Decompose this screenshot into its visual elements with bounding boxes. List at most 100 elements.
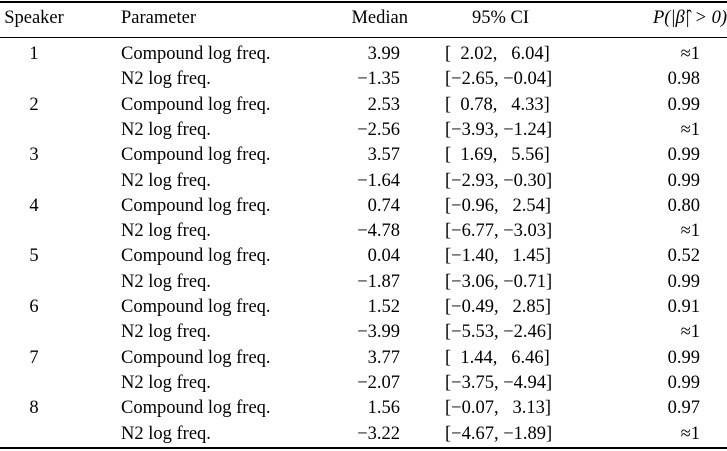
probability-cell: 0.99 (667, 145, 700, 166)
probability-cell: 0.80 (667, 195, 700, 216)
speaker-cell (0, 118, 68, 143)
median-cell: 1.56 (367, 398, 400, 419)
speaker-cell (0, 169, 68, 194)
parameter-cell: N2 log freq. (121, 69, 211, 90)
table-row: N2 log freq. −1.35 [−2.65, −0.04] 0.98 (0, 67, 727, 92)
top-rule (0, 1, 727, 3)
ci-cell: [−1.40, 1.45] (445, 246, 552, 267)
median-cell: −4.78 (357, 221, 400, 242)
speaker-cell: 2 (29, 94, 39, 115)
speaker-cell (0, 219, 68, 244)
parameter-cell: Compound log freq. (121, 44, 271, 64)
probability-cell: 0.99 (667, 271, 700, 292)
table-row: 3 Compound log freq. 3.57 [ 1.69, 5.56] 0.99 (0, 143, 727, 168)
median-cell: 0.74 (367, 195, 400, 216)
header-parameter: Parameter (121, 8, 196, 28)
probability-cell: ≈1 (680, 423, 700, 444)
median-cell: 0.04 (367, 246, 400, 267)
ci-cell: [ 2.02, 6.04] (445, 44, 550, 64)
table-row: N2 log freq. −1.87 [−3.06, −0.71] 0.99 (0, 270, 727, 295)
speaker-cell (0, 371, 68, 396)
table-row: N2 log freq. −3.22 [−4.67, −1.89] ≈1 (0, 422, 727, 447)
probability-cell: 0.99 (667, 347, 700, 368)
table-row: 5 Compound log freq. 0.04 [−1.40, 1.45] 0.52 (0, 244, 727, 269)
ci-cell: [−3.06, −0.71] (445, 271, 553, 292)
ci-cell: [ 1.44, 6.46] (445, 347, 550, 368)
ci-cell: [−0.96, 2.54] (445, 195, 552, 216)
header-ci: 95% CI (472, 8, 530, 28)
ci-cell: [−0.07, 3.13] (445, 398, 552, 419)
ci-cell: [−3.93, −1.24] (445, 119, 553, 140)
ci-cell: [−0.49, 2.85] (445, 297, 552, 317)
header-row: Speaker Parameter Median 95% CI P(|β̂| >… (0, 6, 727, 31)
median-cell: 3.99 (367, 44, 400, 64)
parameter-cell: Compound log freq. (121, 145, 271, 166)
speaker-cell: 6 (29, 297, 39, 317)
ci-cell: [ 1.69, 5.56] (445, 145, 550, 166)
probability-cell: ≈1 (680, 44, 700, 64)
probability-cell: 0.99 (667, 372, 700, 393)
speaker-cell (0, 270, 68, 295)
parameter-cell: Compound log freq. (121, 246, 271, 267)
speaker-cell: 4 (29, 195, 39, 216)
median-cell: −2.07 (357, 372, 400, 393)
parameter-cell: N2 log freq. (121, 170, 211, 191)
median-cell: −1.35 (357, 69, 400, 90)
parameter-cell: Compound log freq. (121, 195, 271, 216)
median-cell: 3.57 (367, 145, 400, 166)
probability-cell: ≈1 (680, 322, 700, 343)
speaker-cell (0, 67, 68, 92)
ci-cell: [−6.77, −3.03] (445, 221, 553, 242)
bottom-rule (0, 447, 727, 449)
table-row: 4 Compound log freq. 0.74 [−0.96, 2.54] 0.80 (0, 194, 727, 219)
median-cell: 3.77 (367, 347, 400, 368)
probability-cell: ≈1 (680, 119, 700, 140)
parameter-cell: Compound log freq. (121, 297, 271, 317)
probability-cell: 0.99 (667, 94, 700, 115)
table-row: 2 Compound log freq. 2.53 [ 0.78, 4.33] 0.99 (0, 93, 727, 118)
header-rule (0, 37, 727, 38)
header-speaker: Speaker (4, 8, 64, 28)
median-cell: 1.52 (367, 297, 400, 317)
table-row: 1 Compound log freq. 3.99 [ 2.02, 6.04] ≈1 (0, 42, 727, 67)
median-cell: −1.87 (357, 271, 400, 292)
probability-cell: 0.52 (667, 246, 700, 267)
header-probability: P(|β̂| > 0) (653, 8, 727, 28)
probability-cell: 0.98 (667, 69, 700, 90)
table-row: 7 Compound log freq. 3.77 [ 1.44, 6.46] 0.99 (0, 346, 727, 371)
parameter-cell: N2 log freq. (121, 372, 211, 393)
table-row: N2 log freq. −4.78 [−6.77, −3.03] ≈1 (0, 219, 727, 244)
ci-cell: [ 0.78, 4.33] (445, 94, 550, 115)
median-cell: −2.56 (357, 119, 400, 140)
table-row: N2 log freq. −2.56 [−3.93, −1.24] ≈1 (0, 118, 727, 143)
parameter-cell: N2 log freq. (121, 119, 211, 140)
table-row: N2 log freq. −2.07 [−3.75, −4.94] 0.99 (0, 371, 727, 396)
speaker-cell (0, 320, 68, 345)
probability-cell: 0.99 (667, 170, 700, 191)
median-cell: 2.53 (367, 94, 400, 115)
speaker-cell: 1 (29, 44, 39, 64)
parameter-cell: N2 log freq. (121, 271, 211, 292)
ci-cell: [−2.93, −0.30] (445, 170, 553, 191)
speaker-cell: 5 (29, 246, 39, 267)
probability-cell: 0.91 (667, 297, 700, 317)
parameter-cell: Compound log freq. (121, 347, 271, 368)
median-cell: −3.22 (357, 423, 400, 444)
probability-cell: ≈1 (680, 221, 700, 242)
speaker-cell: 7 (29, 347, 39, 368)
ci-cell: [−2.65, −0.04] (445, 69, 553, 90)
parameter-cell: N2 log freq. (121, 221, 211, 242)
median-cell: −3.99 (357, 322, 400, 343)
ci-cell: [−3.75, −4.94] (445, 372, 553, 393)
parameter-cell: Compound log freq. (121, 398, 271, 419)
median-cell: −1.64 (357, 170, 400, 191)
ci-cell: [−4.67, −1.89] (445, 423, 553, 444)
parameter-cell: Compound log freq. (121, 94, 271, 115)
speaker-cell (0, 422, 68, 447)
probability-cell: 0.97 (667, 398, 700, 419)
parameter-cell: N2 log freq. (121, 423, 211, 444)
table-row: 8 Compound log freq. 1.56 [−0.07, 3.13] 0.97 (0, 396, 727, 421)
ci-cell: [−5.53, −2.46] (445, 322, 553, 343)
speaker-cell: 3 (29, 145, 39, 166)
header-median: Median (351, 8, 408, 28)
